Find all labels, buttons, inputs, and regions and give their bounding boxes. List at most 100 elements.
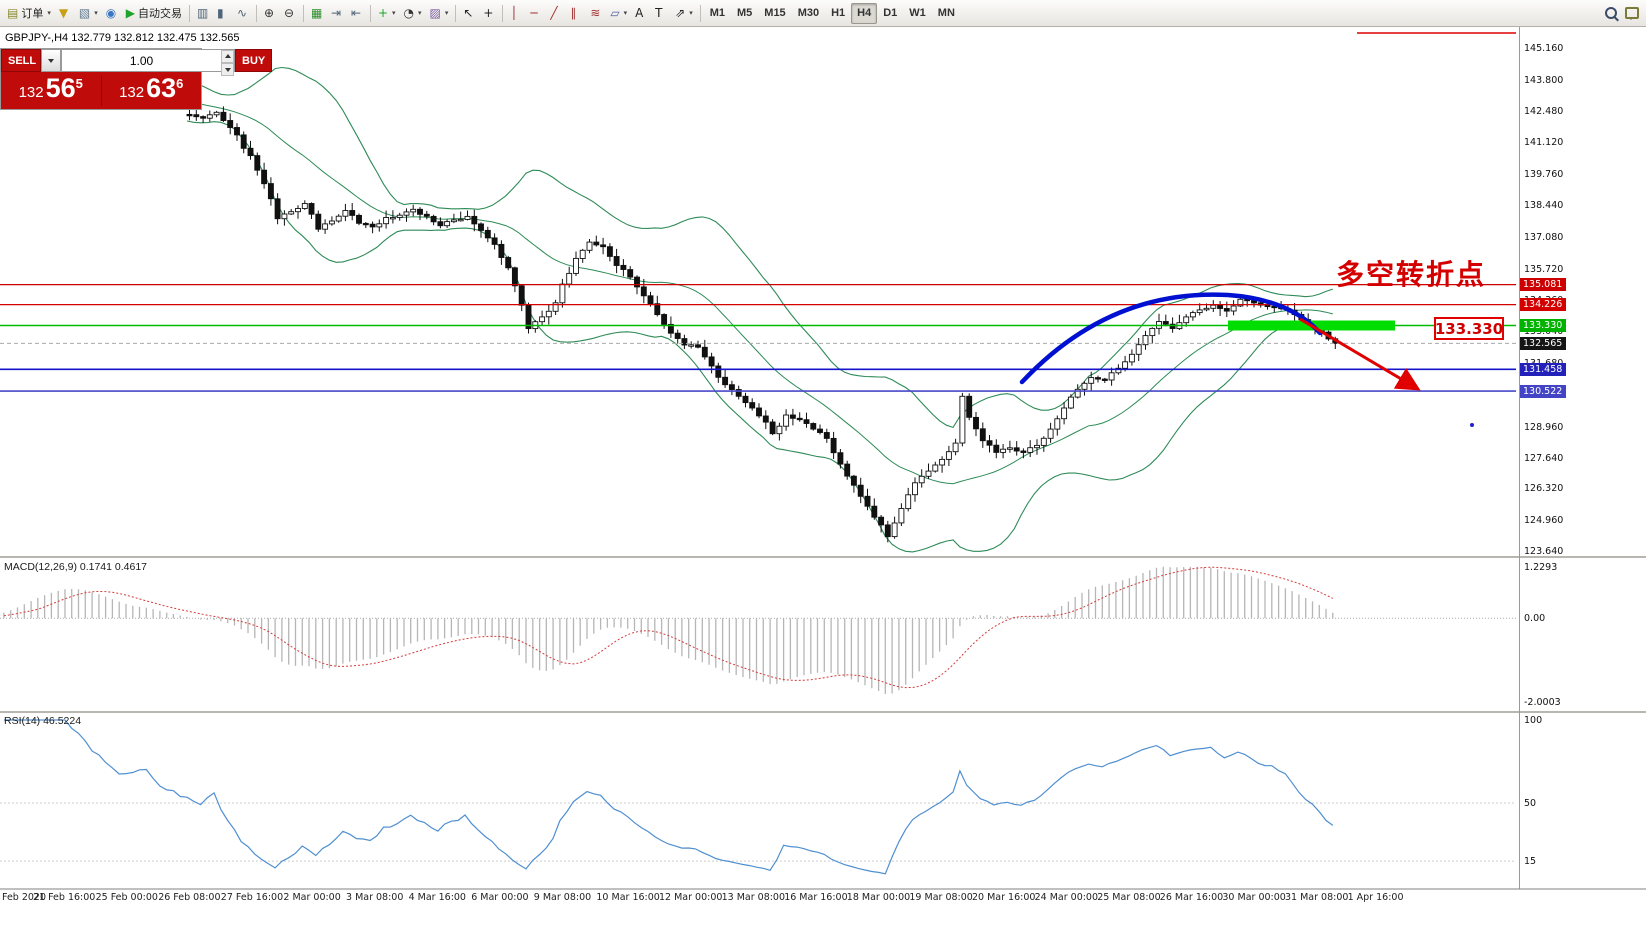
macd-axis-label: -2.0003 (1524, 696, 1561, 708)
bar-chart-button[interactable]: ▥ (193, 3, 213, 24)
candlestick-series (186, 111, 1339, 538)
fibonacci-retracement-icon: ≋ (590, 6, 601, 20)
crosshair-button[interactable]: + (479, 3, 499, 24)
auto-scroll-button[interactable]: ⇥ (327, 3, 347, 24)
timeframe-w1[interactable]: W1 (903, 3, 932, 24)
cursor-button[interactable]: ↖ (459, 3, 479, 24)
timeframe-m1-label: M1 (709, 7, 725, 19)
trendline-button[interactable]: ╱ (546, 3, 566, 24)
equidistant-channel-button[interactable]: ∥ (566, 3, 586, 24)
timeframe-h4[interactable]: H4 (851, 2, 878, 24)
arrow-objects-button[interactable]: ⇗ ▾ (671, 3, 697, 24)
text-label-icon: T (655, 6, 663, 20)
sell-price-display[interactable]: 132 56 5 (1, 75, 101, 104)
fibonacci-retracement-button[interactable]: ≋ (586, 3, 606, 24)
timeframe-w1-label: W1 (909, 7, 926, 19)
caret-down-icon (224, 68, 231, 75)
timeframe-m5-label: M5 (737, 7, 753, 19)
new-chart-icon: ▧ (78, 6, 91, 20)
new-order-button[interactable]: ▤ 订单 ▾ (3, 3, 55, 24)
time-axis-label: 16 Mar 16:00 (784, 892, 848, 903)
price-axis-label: 145.160 (1524, 43, 1564, 54)
price-axis-label: 138.440 (1524, 200, 1564, 212)
timeframe-m1[interactable]: M1 (704, 3, 731, 24)
blue-dot-marker[interactable] (1470, 423, 1474, 427)
time-axis[interactable]: Feb 2020 21 Feb 16:00 25 Feb 00:00 26 Feb 0… (0, 889, 1646, 911)
time-axis-label: 27 Feb 16:00 (220, 892, 284, 903)
rsi-pane (0, 719, 1516, 875)
line-chart-button[interactable]: ∿ (233, 3, 253, 24)
price-axis-label: 123.640 (1524, 546, 1564, 557)
quick-message-button[interactable] (1621, 3, 1643, 24)
time-axis-label: 13 Mar 08:00 (721, 892, 786, 903)
timeframe-m5[interactable]: M5 (731, 3, 758, 24)
timeframe-m30[interactable]: M30 (792, 3, 825, 24)
price-badge-132.565: 132.565 (1520, 336, 1566, 350)
zoom-out-icon: ⊖ (283, 6, 295, 20)
indicators-list-button[interactable]: + ▾ (374, 3, 400, 24)
price-axis[interactable]: 145.160 143.800 142.480 141.120 139.760 138.4… (1520, 27, 1646, 907)
one-click-trading-panel: SELL BUY 132 56 5 132 63 6 (0, 48, 273, 110)
price-divider (100, 75, 102, 106)
zoom-in-button[interactable]: ⊕ (260, 3, 280, 24)
search-icon (1605, 7, 1617, 19)
mql5-community-button[interactable]: ◉ (102, 3, 122, 24)
text-button[interactable]: A (631, 3, 651, 24)
blue-arc-drawing[interactable] (1019, 292, 1323, 385)
buy-price-display[interactable]: 132 63 6 (102, 75, 202, 104)
main-toolbar: ▤ 订单 ▾ ▼ ▧ ▾ ◉ ▶ 自动交易 ▥ ▮ ∿ ⊕ ⊖ ▦ ⇥ ⇤ + ▾ ◔ ▾ ▨ ▾ ↖ + │ ─ ╱ ∥ ≋ ▱ ▾ A T ⇗ ▾… (0, 0, 1646, 27)
vertical-line-button[interactable]: │ (506, 3, 526, 24)
search-button[interactable] (1601, 3, 1621, 24)
timeframe-m15[interactable]: M15 (758, 3, 791, 24)
horizontal-line-button[interactable]: ─ (526, 3, 546, 24)
price-badge-134.226: 134.226 (1520, 298, 1566, 312)
timeframe-d1-label: D1 (883, 7, 898, 19)
trendline-icon: ╱ (550, 6, 558, 20)
zoom-out-button[interactable]: ⊖ (280, 3, 300, 24)
rsi-line (3, 719, 1334, 875)
caret-down-icon (48, 59, 54, 66)
volume-decrease-button[interactable] (221, 63, 234, 76)
pane-separator[interactable] (0, 711, 1646, 713)
new-order-label: 订单 (21, 8, 44, 20)
trade-panel-controls: SELL BUY (1, 49, 273, 76)
tile-windows-button[interactable]: ▦ (307, 3, 327, 24)
pane-separator[interactable] (0, 556, 1646, 558)
timeframe-h1[interactable]: H1 (825, 3, 851, 24)
depth-of-market-button[interactable]: ▼ (55, 3, 75, 24)
price-axis-label: 135.720 (1524, 263, 1564, 275)
volume-input[interactable] (62, 50, 221, 71)
text-label-button[interactable]: T (651, 3, 671, 24)
turning-point-annotation[interactable]: 多空转折点 (1336, 259, 1487, 290)
buy-price-pip: 6 (176, 75, 184, 91)
buy-price-prefix: 132 (119, 83, 145, 101)
trade-panel-prices: 132 56 5 132 63 6 (1, 72, 201, 109)
autotrading-button[interactable]: ▶ 自动交易 (122, 3, 186, 24)
buy-button[interactable]: BUY (235, 49, 273, 72)
time-axis-label: 24 Mar 00:00 (1034, 892, 1099, 903)
templates-icon: ▨ (429, 6, 441, 20)
price-level-callout[interactable]: 133.330 (1434, 317, 1504, 340)
candlestick-chart-button[interactable]: ▮ (213, 3, 233, 24)
templates-button[interactable]: ▨ ▾ (426, 3, 453, 24)
sell-button[interactable]: SELL (1, 49, 41, 72)
timeframe-h1-label: H1 (831, 7, 846, 19)
chart-shift-button[interactable]: ⇤ (347, 3, 367, 24)
time-axis-label: 30 Mar 00:00 (1222, 892, 1286, 903)
volume-increase-button[interactable] (221, 50, 234, 63)
new-chart-button[interactable]: ▧ ▾ (75, 3, 102, 24)
timeframe-mn[interactable]: MN (932, 3, 961, 24)
mql5-community-icon: ◉ (105, 6, 117, 20)
shapes-button[interactable]: ▱ ▾ (606, 3, 631, 24)
order-settings-dropdown[interactable] (41, 49, 61, 72)
bollinger-upper-band (186, 66, 1333, 429)
toolbar-separator (369, 4, 371, 22)
bollinger-middle-band (186, 99, 1333, 485)
time-axis-label: 1 Apr 16:00 (1347, 892, 1404, 903)
arrow-objects-icon: ⇗ (675, 6, 686, 20)
chart-canvas[interactable] (0, 27, 1646, 950)
periods-button[interactable]: ◔ ▾ (400, 3, 426, 24)
timeframe-d1[interactable]: D1 (877, 3, 903, 24)
time-axis-label: 26 Mar 16:00 (1159, 892, 1224, 903)
red-arrow-drawing[interactable] (1299, 317, 1421, 391)
